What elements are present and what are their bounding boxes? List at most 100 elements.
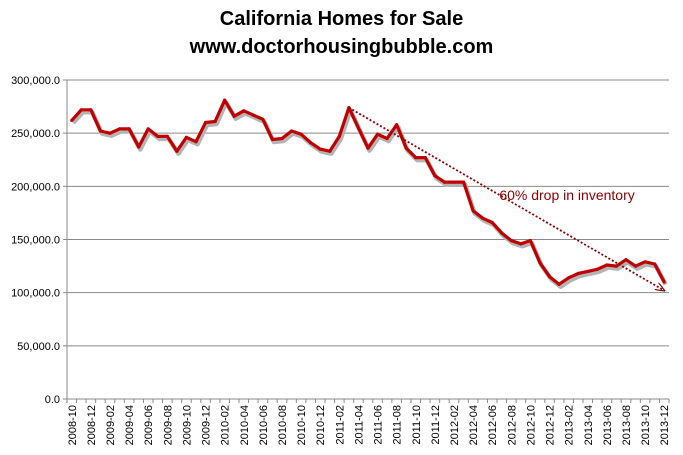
data-point: [557, 282, 561, 286]
data-point: [605, 263, 609, 267]
x-tick-label: 2009-12: [201, 405, 213, 445]
data-point: [471, 209, 475, 213]
x-tick-label: 2009-08: [162, 405, 174, 445]
data-point: [442, 180, 446, 184]
x-tick-label: 2013-10: [640, 405, 652, 445]
data-point: [519, 242, 523, 246]
data-point: [462, 180, 466, 184]
y-tick-label: 0.0: [45, 394, 60, 406]
data-point: [156, 134, 160, 138]
data-point: [232, 114, 236, 118]
data-point: [184, 135, 188, 139]
data-point: [175, 149, 179, 153]
data-point: [548, 275, 552, 279]
data-point: [509, 239, 513, 243]
y-tick-label: 150,000.0: [11, 235, 60, 247]
data-point: [643, 260, 647, 264]
data-point: [309, 141, 313, 145]
x-tick-label: 2011-12: [430, 405, 442, 445]
data-point: [653, 262, 657, 266]
data-point: [433, 174, 437, 178]
data-point: [385, 136, 389, 141]
x-tick-label: 2010-10: [296, 405, 308, 445]
data-point: [395, 123, 399, 127]
y-tick-label: 50,000.0: [17, 341, 60, 353]
data-point: [567, 276, 571, 280]
x-tick-label: 2012-02: [449, 405, 461, 445]
data-point: [423, 156, 427, 160]
chart-subtitle: www.doctorhousingbubble.com: [189, 36, 494, 58]
data-point: [452, 180, 456, 184]
data-point: [538, 261, 542, 265]
x-tick-label: 2012-10: [525, 405, 537, 445]
x-tick-label: 2009-10: [181, 405, 193, 445]
x-tick-label: 2011-10: [411, 405, 423, 445]
data-point: [242, 109, 246, 113]
data-point: [404, 146, 408, 150]
x-tick-label: 2010-12: [315, 405, 327, 445]
x-tick-label: 2013-12: [659, 405, 671, 445]
data-point: [328, 149, 332, 153]
data-point: [270, 137, 274, 142]
x-tick-label: 2011-02: [334, 405, 346, 445]
x-tick-label: 2008-12: [86, 405, 98, 445]
data-point: [194, 140, 198, 144]
data-point: [89, 108, 93, 112]
y-tick-label: 250,000.0: [11, 128, 60, 140]
x-tick-label: 2013-04: [583, 405, 595, 445]
x-tick-label: 2010-06: [258, 405, 270, 445]
data-point: [337, 134, 341, 138]
data-point: [108, 131, 112, 135]
data-point: [251, 113, 255, 117]
data-point: [118, 127, 122, 131]
x-tick-label: 2011-08: [392, 405, 404, 445]
data-point: [70, 118, 74, 122]
annotation-text: 60% drop in inventory: [499, 187, 634, 203]
data-point: [318, 147, 322, 151]
y-tick-label: 200,000.0: [11, 181, 60, 193]
x-tick-label: 2011-06: [373, 405, 385, 445]
x-tick-label: 2010-02: [220, 405, 232, 445]
data-point: [500, 231, 504, 235]
chart-title: California Homes for Sale: [219, 8, 464, 30]
data-point: [165, 134, 169, 138]
x-tick-label: 2010-04: [239, 405, 251, 445]
x-tick-label: 2010-08: [277, 405, 289, 445]
data-point: [481, 216, 485, 220]
data-point: [595, 267, 599, 271]
data-point: [528, 239, 533, 243]
data-point: [634, 264, 638, 268]
data-point: [280, 136, 284, 141]
data-point: [490, 220, 494, 225]
data-point: [213, 119, 217, 124]
x-tick-label: 2012-04: [468, 405, 480, 445]
data-point: [290, 129, 294, 133]
x-tick-label: 2009-02: [105, 405, 117, 445]
data-point: [576, 271, 580, 276]
data-point: [586, 269, 590, 273]
x-tick-label: 2011-04: [353, 405, 365, 445]
x-tick-label: 2013-02: [564, 405, 576, 445]
x-tick-label: 2012-08: [506, 405, 518, 445]
x-tick-label: 2009-04: [124, 405, 136, 445]
data-point: [299, 132, 303, 136]
data-point: [223, 98, 227, 102]
x-tick-label: 2013-06: [602, 405, 614, 445]
data-point: [261, 117, 265, 121]
data-point: [137, 145, 141, 149]
y-tick-label: 300,000.0: [11, 75, 60, 87]
data-point: [146, 127, 150, 131]
data-point: [414, 156, 418, 160]
trend-arrow: [348, 106, 664, 291]
x-tick-label: 2008-10: [67, 405, 79, 445]
data-point: [614, 264, 619, 268]
data-point: [79, 108, 83, 112]
x-tick-label: 2013-08: [621, 405, 633, 445]
x-tick-label: 2012-12: [545, 405, 557, 445]
data-point: [127, 127, 131, 131]
x-tick-label: 2009-06: [143, 405, 155, 445]
data-point: [624, 258, 628, 262]
data-point: [204, 120, 208, 125]
